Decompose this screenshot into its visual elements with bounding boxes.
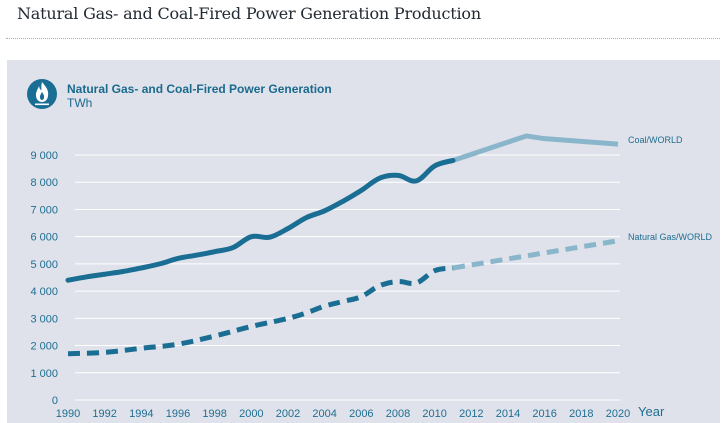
x-tick-label: 1998 [202, 408, 226, 420]
coal-world-historical-line [65, 157, 456, 283]
y-tick-label: 5 000 [30, 259, 58, 271]
natural-gas-world-historical-line [67, 265, 454, 357]
grid-lines [75, 154, 620, 401]
x-tick-label: 2014 [496, 408, 520, 420]
legend: Coal/WORLD Natural Gas/WORLD [628, 135, 713, 242]
chart-title: Natural Gas- and Coal-Fired Power Genera… [67, 82, 332, 96]
x-tick-label: 2010 [422, 408, 446, 420]
x-tick-label: 1996 [166, 408, 190, 420]
y-tick-label: 9 000 [30, 150, 58, 162]
x-tick-label: 1992 [92, 408, 116, 420]
x-tick-label: 1994 [129, 408, 153, 420]
x-tick-label: 2002 [276, 408, 300, 420]
y-axis-ticks: 0 1 000 2 000 3 000 4 000 5 000 6 000 7 000 8 00… [30, 150, 58, 407]
natural-gas-world-projection-line [452, 238, 619, 271]
x-tick-label: 2018 [569, 408, 593, 420]
x-tick-label: 2004 [312, 408, 336, 420]
x-axis-label: Year [638, 404, 665, 419]
series-lines [65, 133, 619, 357]
legend-coal-world: Coal/WORLD [628, 135, 683, 145]
x-tick-label: 2020 [606, 408, 630, 420]
chart-unit: TWh [67, 96, 92, 110]
legend-natural-gas-world: Natural Gas/WORLD [628, 232, 713, 242]
y-tick-label: 7 000 [30, 204, 58, 216]
x-tick-label: 2006 [349, 408, 373, 420]
y-tick-label: 0 [52, 395, 58, 407]
y-tick-label: 3 000 [30, 313, 58, 325]
y-tick-label: 1 000 [30, 368, 58, 380]
chart-panel [7, 60, 720, 423]
x-tick-label: 2016 [532, 408, 556, 420]
y-tick-label: 8 000 [30, 177, 58, 189]
coal-world-projection-line [452, 133, 619, 163]
x-tick-label: 2012 [459, 408, 483, 420]
x-tick-label: 1990 [56, 408, 80, 420]
y-tick-label: 6 000 [30, 232, 58, 244]
title-divider [6, 38, 720, 39]
flame-icon [27, 79, 57, 109]
page-title: Natural Gas- and Coal-Fired Power Genera… [17, 4, 481, 23]
y-tick-label: 4 000 [30, 286, 58, 298]
y-tick-label: 2 000 [30, 341, 58, 353]
x-tick-label: 2000 [239, 408, 263, 420]
x-tick-label: 2008 [386, 408, 410, 420]
x-axis-ticks: 1990 1992 1994 1996 1998 2000 2002 2004 2006 2008… [56, 408, 630, 420]
